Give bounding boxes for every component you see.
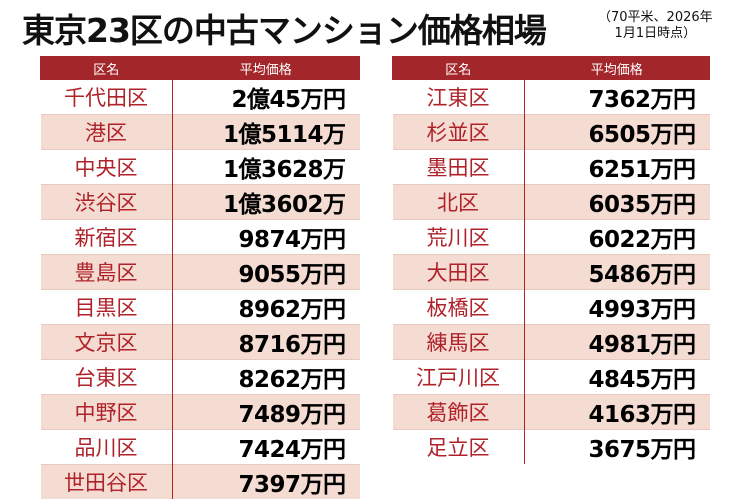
average-price: 1億3628万: [172, 149, 360, 185]
average-price: 7424万円: [172, 429, 360, 465]
row: 大田区 5486万円: [392, 254, 710, 290]
ward-name: 葛飾区: [392, 394, 525, 430]
row: 品川区 7424万円: [40, 429, 360, 465]
ward-name: 豊島区: [40, 254, 173, 290]
row: 渋谷区 1億3602万: [40, 184, 360, 220]
ward-name: 板橋区: [392, 289, 525, 325]
header-row: 区名 平均価格: [40, 56, 360, 80]
average-price: 9874万円: [172, 219, 360, 255]
ward-name: 中野区: [40, 394, 173, 430]
average-price: 7489万円: [172, 394, 360, 430]
ward-name: 世田谷区: [40, 464, 173, 499]
title: 東京23区の中古マンション価格相場: [22, 11, 547, 50]
row: 江戸川区 4845万円: [392, 359, 710, 395]
average-price: 6022万円: [524, 219, 710, 255]
average-price: 2億45万円: [172, 79, 360, 115]
average-price: 1億5114万: [172, 114, 360, 150]
row: 板橋区 4993万円: [392, 289, 710, 325]
row: 目黒区 8962万円: [40, 289, 360, 325]
average-price: 6035万円: [524, 184, 710, 220]
row: 中野区 7489万円: [40, 394, 360, 430]
average-price: 8716万円: [172, 324, 360, 360]
row: 墨田区 6251万円: [392, 149, 710, 185]
row: 豊島区 9055万円: [40, 254, 360, 290]
ward-name: 新宿区: [40, 219, 173, 255]
row: 文京区 8716万円: [40, 324, 360, 360]
ward-name: 荒川区: [392, 219, 525, 255]
note: （70平米、2026年 1月1日時点）: [598, 10, 713, 42]
ward-name: 大田区: [392, 254, 525, 290]
ward-name: 品川区: [40, 429, 173, 465]
average-price: 6251万円: [524, 149, 710, 185]
ward-name: 台東区: [40, 359, 173, 395]
row: 葛飾区 4163万円: [392, 394, 710, 430]
ward-name: 北区: [392, 184, 525, 220]
average-price: 5486万円: [524, 254, 710, 290]
row: 荒川区 6022万円: [392, 219, 710, 255]
row: 北区 6035万円: [392, 184, 710, 220]
column-header: 平均価格: [171, 56, 360, 80]
average-price: 4845万円: [524, 359, 710, 395]
average-price: 1億3602万: [172, 184, 360, 220]
column-header: 区名: [392, 56, 525, 80]
row: 足立区 3675万円: [392, 429, 710, 464]
row: 千代田区 2億45万円: [40, 79, 360, 115]
ward-name: 渋谷区: [40, 184, 173, 220]
average-price: 6505万円: [524, 114, 710, 150]
header-row: 区名 平均価格: [392, 56, 710, 80]
row: 港区 1億5114万: [40, 114, 360, 150]
average-price: 4981万円: [524, 324, 710, 360]
ward-name: 千代田区: [40, 79, 173, 115]
row: 新宿区 9874万円: [40, 219, 360, 255]
average-price: 4163万円: [524, 394, 710, 430]
column-header: 平均価格: [523, 56, 710, 80]
ward-name: 墨田区: [392, 149, 525, 185]
row: 江東区 7362万円: [392, 79, 710, 115]
average-price: 8262万円: [172, 359, 360, 395]
average-price: 9055万円: [172, 254, 360, 290]
note-line: （70平米、2026年: [598, 10, 713, 25]
ward-name: 足立区: [392, 429, 525, 464]
row: 台東区 8262万円: [40, 359, 360, 395]
price-table: 区名 平均価格 江東区 7362万円 杉並区 6505万円 墨田区 6251万円 北区 6035万…: [392, 56, 710, 464]
average-price: 4993万円: [524, 289, 710, 325]
row: 世田谷区 7397万円: [40, 464, 360, 499]
average-price: 7362万円: [524, 79, 710, 115]
average-price: 8962万円: [172, 289, 360, 325]
ward-name: 目黒区: [40, 289, 173, 325]
ward-name: 中央区: [40, 149, 173, 185]
ward-name: 港区: [40, 114, 173, 150]
note-line: 1月1日時点）: [614, 26, 697, 41]
row: 中央区 1億3628万: [40, 149, 360, 185]
ward-name: 練馬区: [392, 324, 525, 360]
price-table: 区名 平均価格 千代田区 2億45万円 港区 1億5114万 中央区 1億3628万 渋谷区 1億…: [40, 56, 360, 499]
ward-name: 江戸川区: [392, 359, 525, 395]
ward-name: 文京区: [40, 324, 173, 360]
ward-name: 江東区: [392, 79, 525, 115]
column-header: 区名: [40, 56, 173, 80]
average-price: 3675万円: [524, 429, 710, 464]
row: 練馬区 4981万円: [392, 324, 710, 360]
ward-name: 杉並区: [392, 114, 525, 150]
row: 杉並区 6505万円: [392, 114, 710, 150]
average-price: 7397万円: [172, 464, 360, 499]
